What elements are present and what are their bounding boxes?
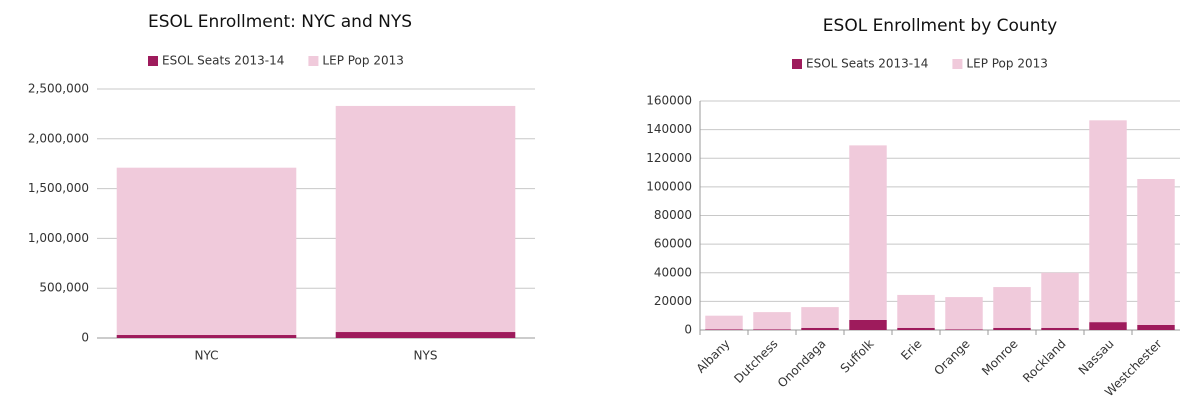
bar-segment <box>753 312 791 330</box>
y-tick-label: 0 <box>684 323 692 337</box>
bar-segment <box>116 335 297 338</box>
y-tick-label: 60000 <box>654 237 692 251</box>
y-tick-label: 40000 <box>654 265 692 279</box>
legend-swatch <box>148 56 158 66</box>
bar-segment <box>1089 322 1127 330</box>
bar-segment <box>1041 272 1079 328</box>
x-tick-label: NYS <box>414 349 438 363</box>
bar-segment <box>801 307 839 328</box>
legend-label: LEP Pop 2013 <box>966 57 1047 71</box>
bar-segment <box>705 329 743 330</box>
x-tick-label: Nassau <box>1076 337 1117 378</box>
bar-segment <box>897 294 935 328</box>
y-tick-label: 1,500,000 <box>28 181 89 195</box>
bar-segment <box>993 327 1031 330</box>
bar-segment <box>1041 327 1079 330</box>
y-tick-label: 100000 <box>646 179 692 193</box>
chart-title: ESOL Enrollment: NYC and NYS <box>148 12 412 32</box>
bar-segment <box>945 329 983 330</box>
x-tick-label: NYC <box>194 349 218 363</box>
x-tick-label: Suffolk <box>838 337 877 376</box>
bar-segment <box>753 329 791 330</box>
chart-title: ESOL Enrollment by County <box>823 16 1057 36</box>
bar-segment <box>1089 120 1127 323</box>
legend-swatch <box>952 59 963 69</box>
x-tick-label: Albany <box>694 337 733 376</box>
y-tick-label: 80000 <box>654 208 692 222</box>
y-tick-label: 140000 <box>646 122 692 136</box>
legend-label: ESOL Seats 2013-14 <box>162 54 284 68</box>
bar-segment <box>1137 324 1175 330</box>
y-tick-label: 160000 <box>646 94 692 108</box>
x-tick-label: Erie <box>898 337 924 363</box>
y-tick-label: 0 <box>81 331 89 345</box>
bar-segment <box>705 315 743 330</box>
bar-segment <box>849 145 887 320</box>
y-tick-label: 2,000,000 <box>28 131 89 145</box>
bar-segment <box>849 319 887 330</box>
bar-segment <box>335 332 516 338</box>
x-tick-label: Orange <box>931 337 972 378</box>
y-tick-label: 500,000 <box>39 281 89 295</box>
legend-swatch <box>308 56 319 66</box>
bar-segment <box>897 327 935 330</box>
bar-segment <box>335 105 516 333</box>
y-tick-label: 20000 <box>654 294 692 308</box>
legend-label: LEP Pop 2013 <box>322 54 403 68</box>
y-tick-label: 120000 <box>646 151 692 165</box>
bar-segment <box>116 167 297 336</box>
x-tick-label: Onondaga <box>775 337 829 391</box>
x-tick-label: Rockland <box>1020 337 1069 386</box>
x-tick-label: Monroe <box>979 337 1021 379</box>
y-tick-label: 1,000,000 <box>28 231 89 245</box>
legend-swatch <box>792 59 802 69</box>
y-tick-label: 2,500,000 <box>28 82 89 96</box>
bar-segment <box>993 287 1031 328</box>
bar-segment <box>1137 179 1175 325</box>
x-tick-label: Dutchess <box>731 337 780 386</box>
bar-segment <box>945 297 983 330</box>
legend-label: ESOL Seats 2013-14 <box>806 57 928 71</box>
bar-segment <box>801 327 839 330</box>
